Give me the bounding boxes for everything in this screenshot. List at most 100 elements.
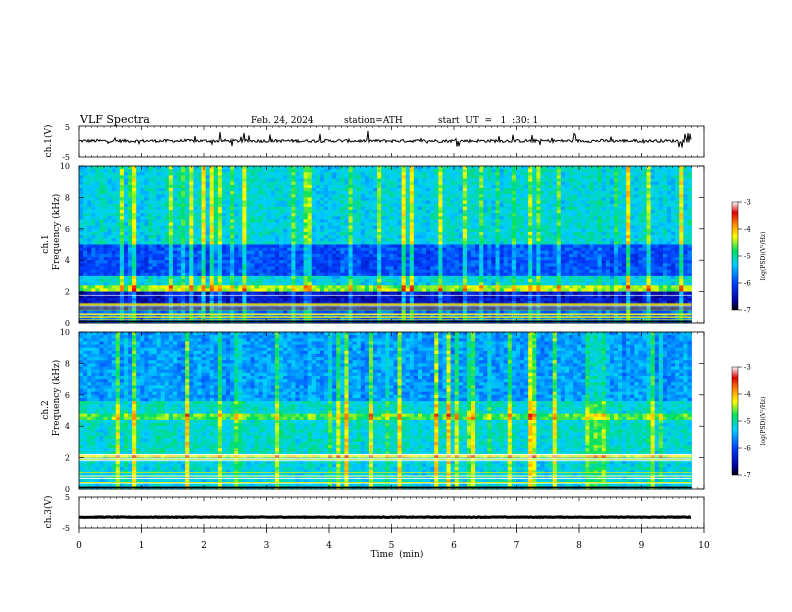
spectrogram-cell (622, 169, 627, 173)
spectrogram-cell (667, 225, 672, 230)
spectrogram-cell (679, 247, 684, 252)
spectrogram-cell (99, 269, 104, 274)
spectrogram-cell (426, 203, 431, 208)
spectrogram-cell (299, 209, 304, 214)
spectrogram-cell (356, 209, 362, 214)
spectrogram-cell (618, 260, 623, 264)
spectrogram-cell (230, 253, 235, 258)
spectrogram-cell (397, 257, 402, 261)
spectrogram-cell (683, 194, 688, 198)
spectrogram-cell (205, 200, 211, 205)
spectrogram-cell (393, 175, 398, 179)
spectrogram-cell (140, 206, 145, 211)
spectrogram-cell (446, 228, 451, 233)
spectrogram-cell (332, 203, 337, 208)
spectrogram-cell (128, 203, 133, 208)
spectrogram-cell (524, 172, 529, 176)
spectrogram-cell (475, 266, 480, 271)
spectrogram-cell (564, 197, 570, 201)
spectrogram-cell (217, 269, 223, 274)
spectrogram-cell (385, 219, 390, 223)
spectrogram-cell (646, 263, 652, 267)
spectrogram-cell (479, 263, 484, 267)
spectrogram-cell (471, 187, 476, 192)
spectrogram-cell (515, 172, 521, 176)
spectrogram-cell (360, 219, 366, 223)
spectrogram-cell (319, 166, 325, 170)
spectrogram-cell (507, 181, 513, 186)
spectrogram-cell (613, 222, 619, 227)
spectrogram-cell (454, 197, 460, 201)
spectrogram-cell (471, 253, 476, 258)
spectrogram-cell (319, 200, 325, 205)
spectrogram-cell (336, 263, 341, 267)
spectrogram-cell (352, 263, 358, 267)
spectrogram-cell (226, 191, 231, 195)
spectrogram-cell (262, 231, 268, 236)
spectrogram-cell (164, 219, 170, 223)
spectrogram-cell (683, 260, 688, 264)
spectrogram-cell (401, 200, 407, 205)
spectrogram-cell (291, 200, 296, 205)
spectrogram-cell (540, 184, 545, 189)
spectrogram-cell (213, 184, 219, 189)
spectrogram-cell (524, 228, 529, 233)
spectrogram-cell (287, 197, 292, 201)
spectrogram-cell (315, 263, 321, 267)
spectrogram-cell (148, 200, 153, 205)
spectrogram-cell (397, 222, 402, 227)
spectrogram-cell (209, 228, 215, 233)
spectrogram-cell (381, 191, 386, 195)
spectrogram-cell (303, 253, 309, 258)
spectrogram-cell (95, 222, 100, 227)
spectrogram-cell (662, 200, 668, 205)
spectrogram-cell (569, 172, 574, 176)
spectrogram-cell (205, 175, 211, 179)
spectrogram-cell (148, 219, 153, 223)
spectrogram-cell (511, 244, 517, 249)
spectrogram-cell (144, 187, 149, 192)
spectrogram-cell (520, 200, 525, 205)
spectrogram-cell (336, 216, 341, 220)
spectrogram-cell (348, 225, 353, 230)
spectrogram-cell (193, 250, 198, 255)
spectrogram-cell (197, 216, 202, 220)
spectrogram-cell (303, 225, 309, 230)
spectrogram-cell (675, 191, 680, 195)
spectrogram-cell (250, 184, 255, 189)
spectrogram-cell (364, 216, 370, 220)
spectrogram-cell (177, 178, 182, 183)
spectrogram-cell (409, 266, 415, 271)
spectrogram-cell (266, 241, 272, 245)
spectrogram-cell (172, 178, 178, 183)
spectrogram-cell (662, 222, 668, 227)
spectrogram-cell (601, 169, 607, 173)
spectrogram-cell (495, 244, 500, 249)
spectrogram-cell (626, 172, 631, 176)
spectrogram-cell (515, 216, 521, 220)
spectrogram-cell (119, 197, 125, 201)
spectrogram-cell (536, 253, 541, 258)
spectrogram-cell (515, 206, 521, 211)
spectrogram-cell (172, 209, 178, 214)
spectrogram-cell (115, 238, 121, 242)
spectrogram-cell (585, 178, 590, 183)
spectrogram-cell (397, 241, 402, 245)
spectrogram-cell (430, 184, 435, 189)
spectrogram-cell (422, 206, 427, 211)
spectrogram-cell (622, 228, 627, 233)
spectrogram-cell (413, 169, 419, 173)
spectrogram-cell (307, 257, 313, 261)
spectrogram-cell (503, 235, 509, 239)
spectrogram-cell (140, 228, 145, 233)
spectrogram-cell (360, 187, 366, 192)
spectrogram-cell (209, 194, 215, 198)
spectrogram-cell (589, 209, 594, 214)
spectrogram-cell (250, 266, 255, 271)
spectrogram-cell (597, 235, 603, 239)
spectrogram-cell (626, 222, 631, 227)
spectrogram-cell (597, 191, 603, 195)
spectrogram-cell (511, 172, 517, 176)
